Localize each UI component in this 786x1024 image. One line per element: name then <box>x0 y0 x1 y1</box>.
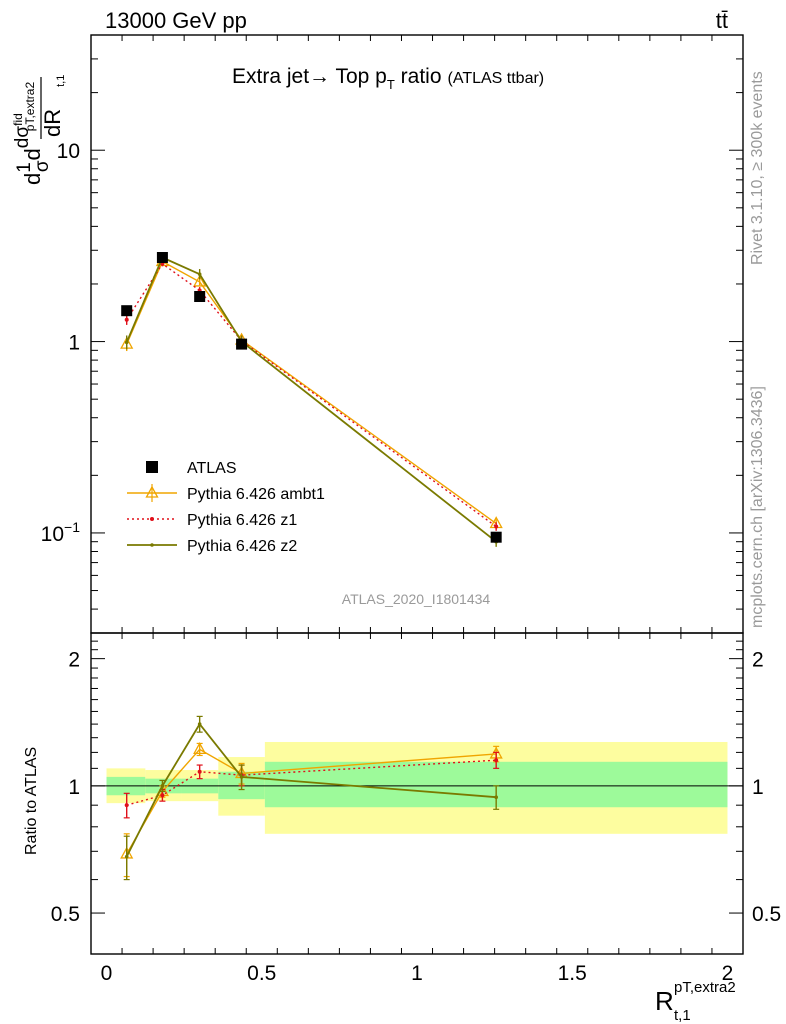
ratio-y-axis-label: Ratio to ATLAS <box>23 747 40 855</box>
legend-label: Pythia 6.426 ambt1 <box>187 486 325 503</box>
main-y-tick-label: 1 <box>68 332 80 355</box>
z2-marker <box>160 784 165 788</box>
ratio-y-tick-label-right: 2 <box>752 649 764 672</box>
z1-marker <box>494 758 499 763</box>
x-tick-label: 2 <box>722 962 734 985</box>
process-label: tt̄ <box>716 8 728 33</box>
series-line-ambt1 <box>126 260 497 525</box>
data-point <box>121 305 133 317</box>
z2-marker <box>197 272 202 276</box>
x-axis-label: R pT,extra2 t,1 <box>655 979 736 1024</box>
svg-text:t,1: t,1 <box>674 1007 691 1024</box>
data-point <box>236 338 248 350</box>
main-y-tick-label: 10 <box>57 140 80 163</box>
x-tick-label: 0.5 <box>247 962 276 985</box>
x-tick-label: 0 <box>101 962 113 985</box>
legend-data-marker <box>146 461 158 473</box>
x-tick-label: 1.5 <box>558 962 587 985</box>
z1-marker <box>124 803 129 808</box>
main-y-tick-label: 10−1 <box>41 519 81 546</box>
ambt1-marker <box>145 485 159 498</box>
z2-marker <box>239 775 244 779</box>
z2-marker <box>150 543 154 547</box>
chart-title: Extra jet→ Top pT ratio (ATLAS ttbar) <box>232 65 544 92</box>
ratio-y-tick-label-right: 0.5 <box>752 903 781 926</box>
axis-tick-labels: 0 0.5 1 1.5 2 10−1 1 10 0.5 0.5 1 1 2 2 <box>41 140 782 985</box>
z2-marker <box>124 340 129 345</box>
ratio-panel-frame <box>90 632 744 955</box>
z1-marker <box>160 793 165 798</box>
ratio-y-tick-label: 2 <box>68 649 80 672</box>
ambt1-marker <box>193 274 207 287</box>
z2-marker <box>197 722 202 726</box>
legend-label: Pythia 6.426 z2 <box>187 538 297 555</box>
ratio-y-tick-label: 1 <box>68 776 80 799</box>
legend-label: ATLAS <box>187 460 237 477</box>
svg-text:R: R <box>655 986 674 1016</box>
data-point <box>194 291 206 303</box>
analysis-id: ATLAS_2020_I1801434 <box>342 591 491 607</box>
ambt1-marker <box>193 742 207 755</box>
svg-text:dRt,1: dRt,1 <box>40 75 67 137</box>
z1-marker <box>124 317 129 322</box>
axis-ticks <box>90 34 743 955</box>
legend-label: Pythia 6.426 z1 <box>187 512 297 529</box>
main-series <box>120 252 503 547</box>
z2-marker <box>124 854 129 859</box>
ratio-y-tick-label-right: 1 <box>752 776 764 799</box>
z2-marker <box>494 795 498 800</box>
x-tick-label: 1 <box>411 962 423 985</box>
z1-marker <box>494 524 499 529</box>
z1-marker <box>150 517 154 521</box>
main-y-axis-label: d1σddσfidpT,extra2 dRt,1 <box>11 75 67 185</box>
data-point <box>156 252 168 264</box>
ratio-y-tick-label: 0.5 <box>51 903 80 926</box>
svg-text:d1σddσfidpT,extra2: d1σddσfidpT,extra2 <box>11 82 53 185</box>
mcplots-label: mcplots.cern.ch [arXiv:1306.3436] <box>749 386 766 628</box>
svg-text:pT,extra2: pT,extra2 <box>674 979 736 996</box>
rivet-label: Rivet 3.1.10, ≥ 300k events <box>749 71 766 265</box>
ratio-series <box>120 715 503 881</box>
legend: ATLAS Pythia 6.426 ambt1 Pythia 6.426 z1 Py… <box>127 460 325 555</box>
data-point <box>490 531 502 543</box>
z1-marker <box>197 769 202 774</box>
energy-label: 13000 GeV pp <box>105 8 247 33</box>
